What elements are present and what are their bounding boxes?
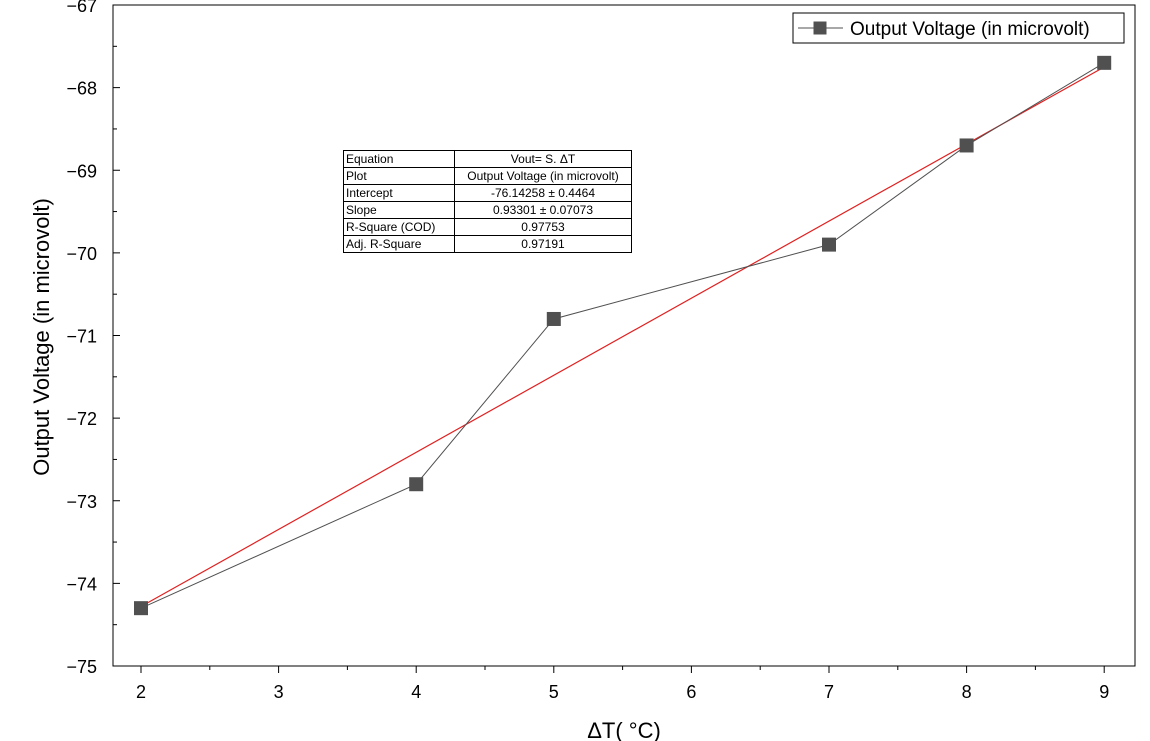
stats-value: 0.97191 — [454, 235, 632, 253]
stats-value: -76.14258 ± 0.4464 — [454, 184, 632, 202]
x-tick-label: 6 — [686, 682, 696, 702]
y-tick-label: −73 — [66, 492, 97, 512]
data-point-marker — [822, 237, 836, 252]
stats-value: Vout= S. ΔT — [454, 150, 632, 168]
stats-key: Equation — [343, 150, 455, 168]
y-tick-label: −68 — [66, 79, 97, 99]
y-tick-label: −71 — [66, 327, 97, 347]
fit-line-layer — [140, 66, 1105, 608]
stats-value: Output Voltage (in microvolt) — [454, 167, 632, 185]
data-point-marker — [546, 311, 561, 326]
data-point-marker — [959, 138, 974, 153]
x-tick-label: 2 — [136, 682, 146, 702]
data-point-marker — [1097, 55, 1112, 70]
legend-box — [792, 12, 1125, 44]
y-tick-label: −69 — [66, 161, 97, 181]
y-tick-label: −74 — [66, 574, 97, 594]
data-point-marker — [409, 477, 424, 492]
stats-key: Adj. R-Square — [343, 235, 455, 253]
series-line — [140, 62, 1105, 609]
series-layer — [134, 55, 1112, 616]
x-tick-label: 7 — [824, 682, 834, 702]
stats-key: Intercept — [343, 184, 455, 202]
y-tick-label: −72 — [66, 409, 97, 429]
stats-key: Plot — [343, 167, 455, 185]
y-axis-ticks: −75 −74 −73 −72 −71 −70 −69 −68 −67 — [66, 0, 120, 677]
stats-key: R-Square (COD) — [343, 218, 455, 236]
stats-row: Plot Output Voltage (in microvolt) — [343, 167, 632, 185]
stats-row: Intercept -76.14258 ± 0.4464 — [343, 184, 632, 202]
stats-row: Adj. R-Square 0.97191 — [343, 235, 632, 253]
x-tick-label: 9 — [1099, 682, 1109, 702]
y-axis-title: Output Voltage (in microvolt) — [29, 198, 54, 476]
legend-label: Output Voltage (in microvolt) — [850, 19, 1090, 40]
x-axis-ticks: 2 3 4 5 6 7 8 9 — [136, 666, 1109, 702]
stats-value: 0.93301 ± 0.07073 — [454, 201, 632, 219]
x-tick-label: 8 — [962, 682, 972, 702]
x-axis-title: ΔT( °C) — [587, 718, 661, 741]
legend: Output Voltage (in microvolt) — [792, 12, 1125, 44]
x-tick-label: 3 — [274, 682, 284, 702]
y-tick-label: −70 — [66, 244, 97, 264]
data-point-marker — [134, 601, 148, 616]
y-tick-label: −67 — [66, 0, 97, 16]
stats-value: 0.97753 — [454, 218, 632, 236]
stats-key: Slope — [343, 201, 455, 219]
legend-marker-sample — [813, 21, 827, 35]
y-tick-label: −75 — [66, 657, 97, 677]
x-tick-label: 5 — [549, 682, 559, 702]
stats-row: R-Square (COD) 0.97753 — [343, 218, 632, 236]
stats-table: Equation Vout= S. ΔT Plot Output Voltage (i… — [343, 150, 632, 253]
stats-row: Equation Vout= S. ΔT — [343, 150, 632, 168]
x-tick-label: 4 — [411, 682, 421, 702]
stats-row: Slope 0.93301 ± 0.07073 — [343, 201, 632, 219]
linear-fit-line — [140, 66, 1105, 608]
